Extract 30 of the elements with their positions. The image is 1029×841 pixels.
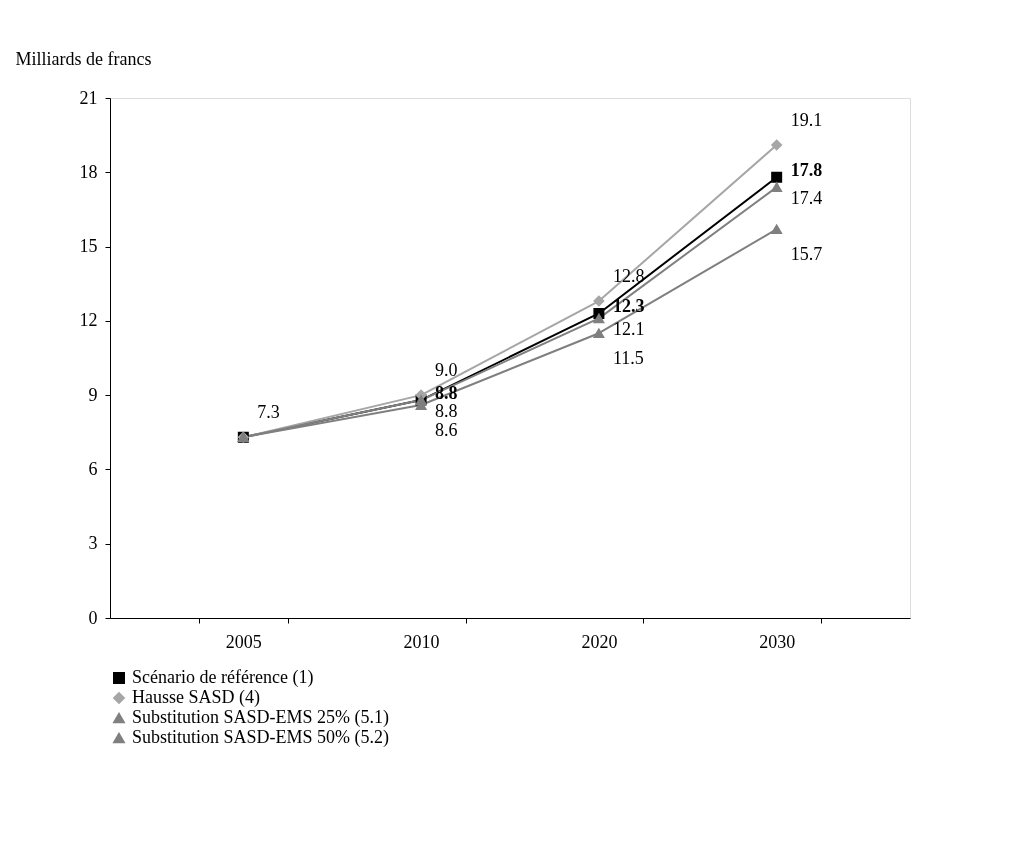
y-tick-label: 3: [88, 533, 98, 554]
legend-label: Substitution SASD-EMS 25% (5.1): [132, 707, 390, 728]
data-label: 9.0: [435, 360, 458, 381]
legend-label: Hausse SASD (4): [132, 687, 260, 708]
y-tick-label: 12: [79, 310, 98, 331]
legend-label: Substitution SASD-EMS 50% (5.2): [132, 727, 390, 748]
x-tick-label: 2020: [581, 631, 618, 652]
data-label: 17.8: [790, 160, 823, 181]
x-tick-label: 2005: [225, 631, 262, 652]
data-label: 8.6: [435, 420, 458, 441]
data-label: 8.8: [435, 383, 458, 404]
y-axis-title: Milliards de francs: [15, 48, 152, 69]
data-label: 11.5: [612, 348, 644, 369]
data-label: 19.1: [790, 110, 823, 131]
legend-label: Scénario de référence (1): [132, 667, 314, 688]
data-label: 12.1: [612, 319, 645, 340]
data-label: 12.8: [612, 266, 645, 287]
data-label: 15.7: [790, 244, 823, 265]
data-label: 12.3: [612, 296, 645, 317]
data-label: 7.3: [257, 402, 280, 423]
data-label: 8.8: [435, 401, 458, 422]
data-label: 17.4: [790, 188, 823, 209]
y-tick-label: 9: [88, 384, 98, 405]
y-tick-label: 18: [79, 161, 98, 182]
y-tick-label: 0: [88, 607, 98, 628]
y-tick-label: 15: [79, 236, 98, 257]
y-tick-label: 6: [88, 458, 98, 479]
x-tick-label: 2010: [403, 631, 440, 652]
x-tick-label: 2030: [759, 631, 796, 652]
y-tick-label: 21: [79, 87, 98, 108]
